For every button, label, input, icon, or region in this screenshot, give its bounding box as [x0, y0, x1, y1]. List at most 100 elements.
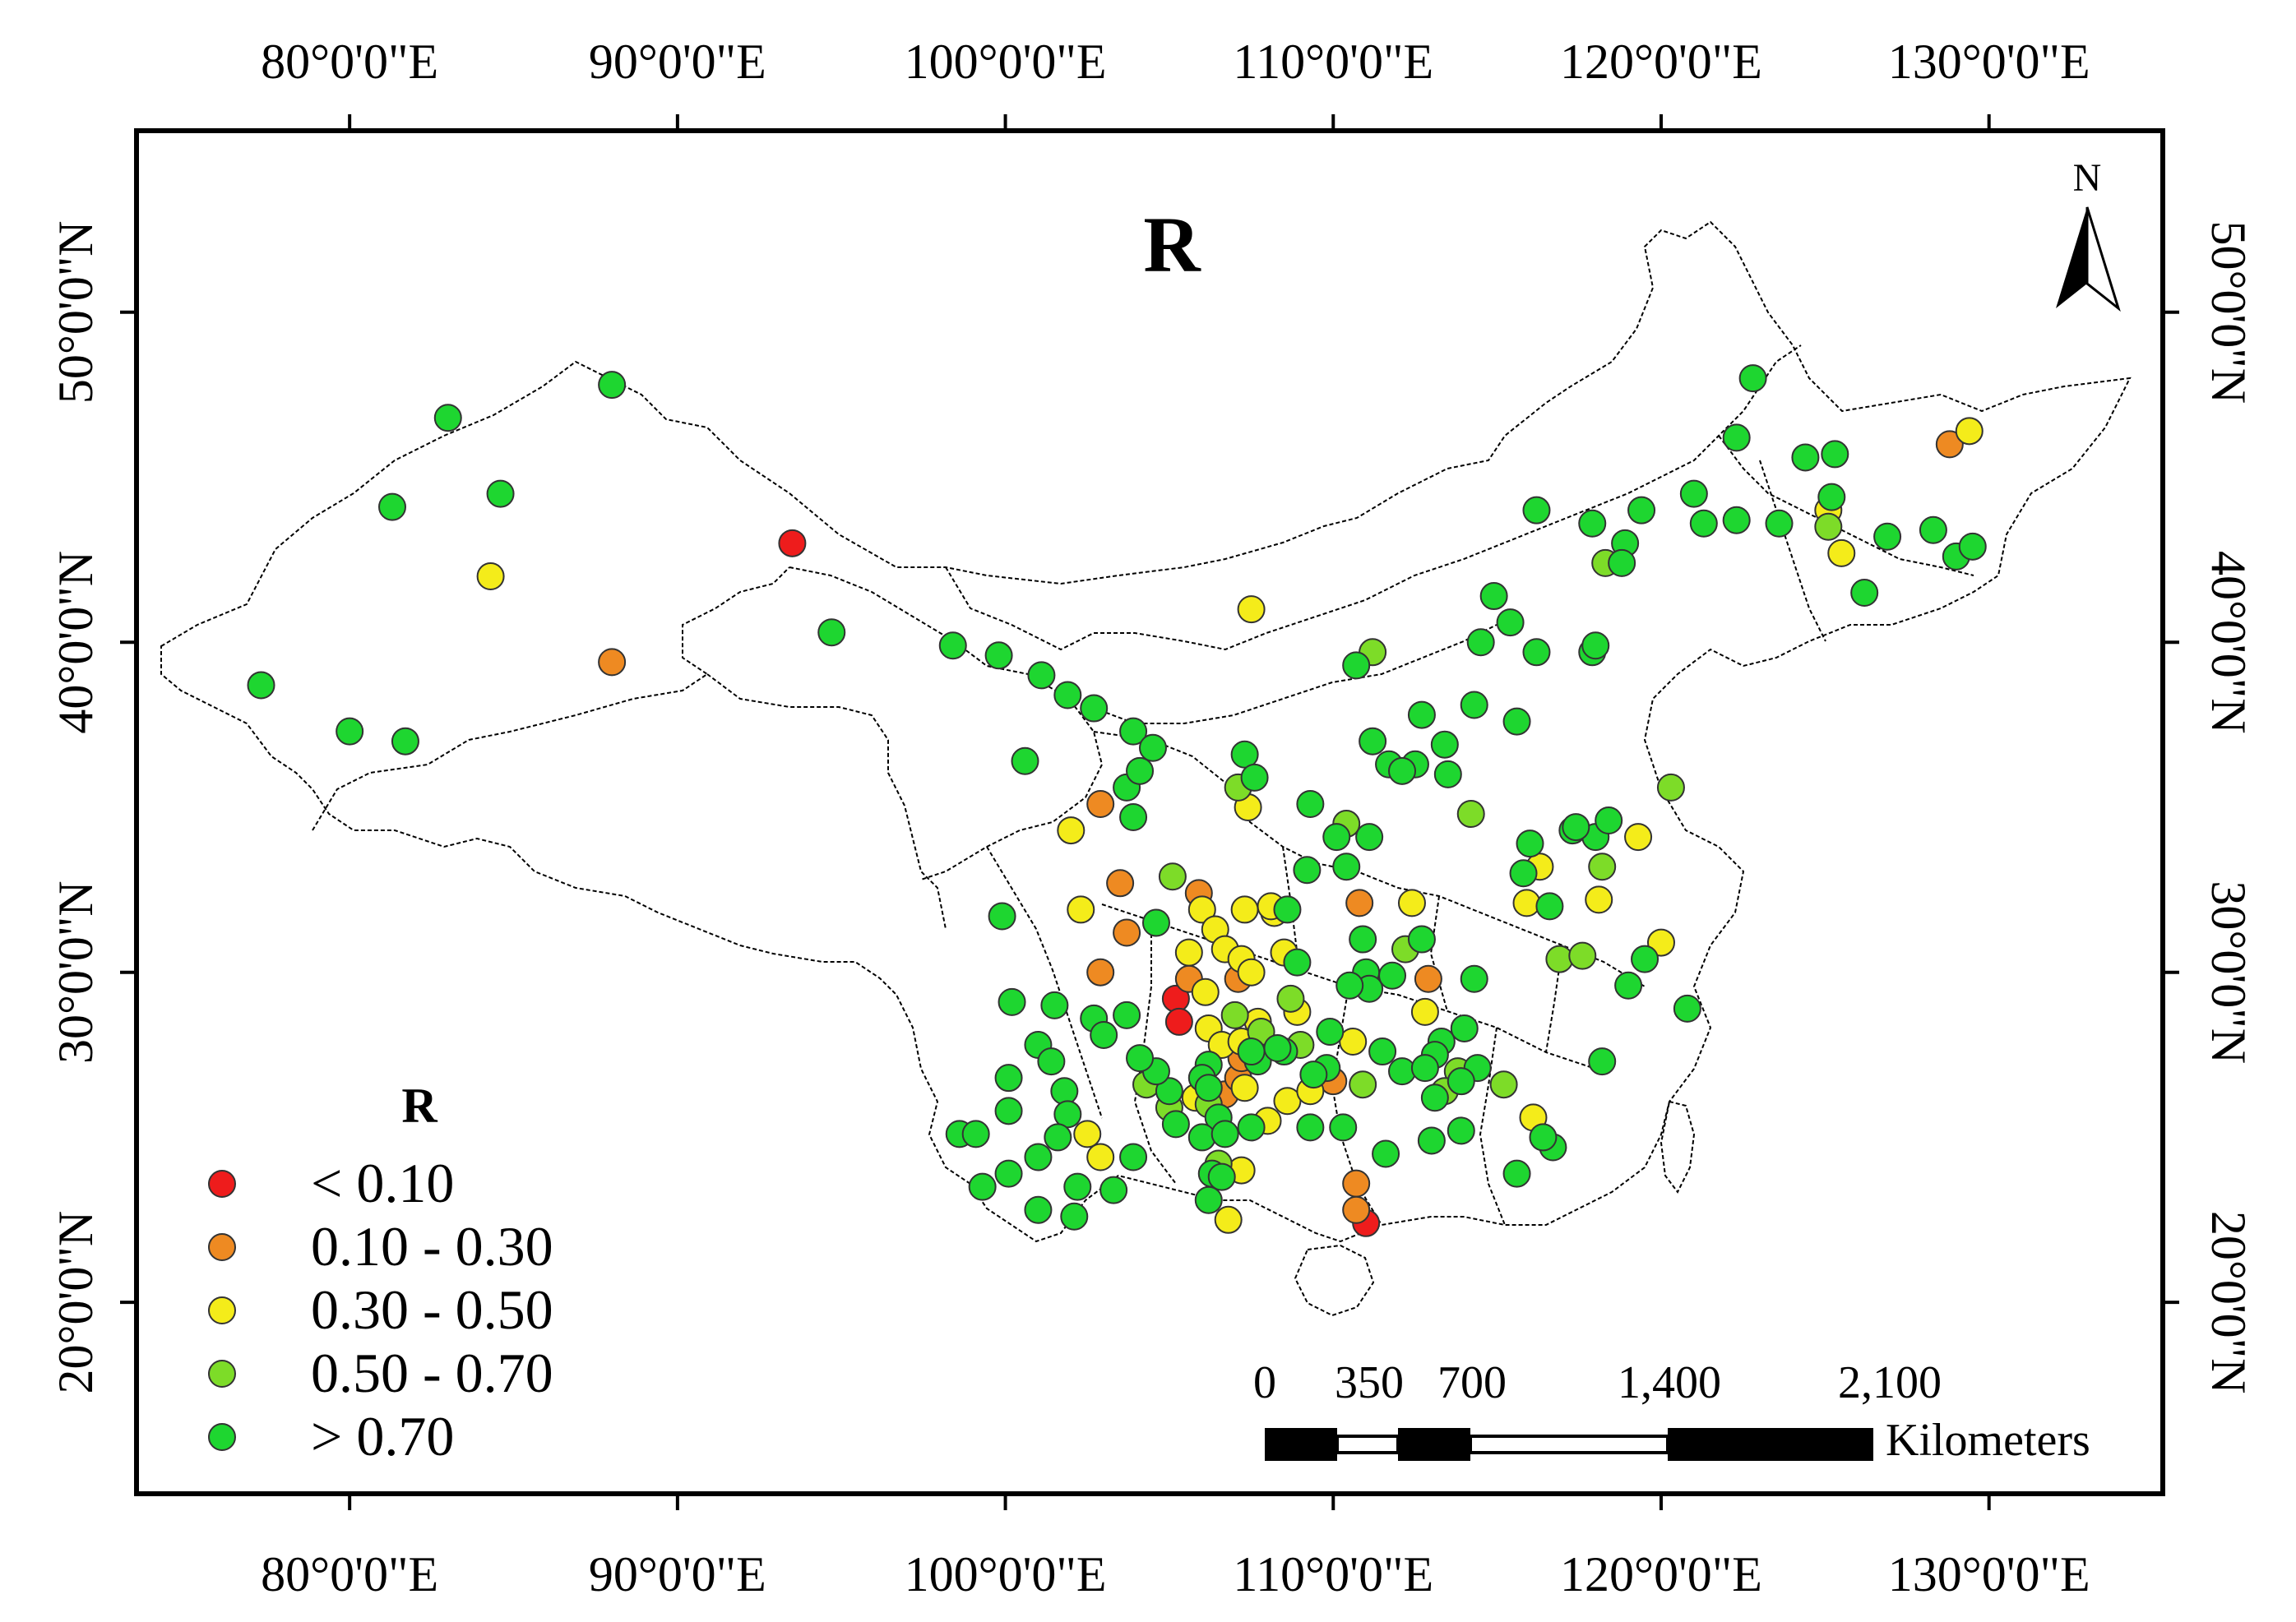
xinjiang-border [312, 566, 790, 831]
lon-tick-label: 130°0'0"E [1888, 35, 2090, 89]
station-point [1627, 496, 1656, 524]
station-point [1126, 1044, 1155, 1073]
station-point [1316, 1017, 1345, 1046]
station-point [1230, 740, 1259, 769]
lat-tick-label: 40°0'0"N [49, 551, 103, 734]
station-point [1086, 789, 1115, 818]
station-point [1335, 971, 1364, 1000]
station-point [1349, 1070, 1377, 1099]
station-point [336, 717, 364, 746]
hainan-outline [1294, 1244, 1375, 1317]
station-point [1955, 417, 1984, 446]
station-point [1502, 1159, 1531, 1188]
station-point [1210, 1120, 1239, 1148]
station-point [1155, 1077, 1183, 1106]
station-point [1456, 800, 1485, 829]
station-point [1342, 651, 1371, 680]
station-point [1164, 1007, 1193, 1036]
station-point [1388, 756, 1417, 785]
station-point [1299, 1061, 1328, 1089]
station-point [1349, 925, 1377, 954]
scale-bar-label: 1,400 [1618, 1357, 1721, 1408]
station-point [961, 1120, 990, 1148]
station-point [1502, 707, 1531, 736]
station-point [938, 631, 967, 660]
station-point [817, 618, 846, 647]
station-point [778, 529, 807, 557]
station-point [1372, 1139, 1400, 1168]
lon-tick-label: 130°0'0"E [1888, 1547, 2090, 1601]
lat-ticks-right: 20°0'0"N 30°0'0"N 40°0'0"N 50°0'0"N [2163, 220, 2256, 1393]
station-point [1447, 1116, 1475, 1145]
station-point [1673, 994, 1701, 1023]
legend-items: < 0.100.10 - 0.300.30 - 0.500.50 - 0.70>… [208, 1152, 553, 1467]
station-point [1827, 538, 1856, 567]
scale-bar-label: 700 [1437, 1357, 1507, 1408]
station-point [968, 1172, 997, 1201]
lon-tick-label: 100°0'0"E [905, 35, 1107, 89]
station-point [1027, 661, 1056, 690]
station-point [1522, 638, 1551, 667]
station-point [1588, 1047, 1617, 1076]
station-point [1512, 889, 1541, 917]
station-point [1060, 1202, 1089, 1231]
station-point [1237, 1037, 1266, 1066]
scale-bar-labels: 0 350 700 1,400 2,100 [1253, 1357, 1942, 1408]
station-point [1187, 1123, 1216, 1152]
station-point [1214, 1205, 1243, 1234]
station-point [1342, 1169, 1371, 1198]
station-point [1535, 892, 1564, 921]
station-point [1237, 595, 1266, 624]
map-title: R [1143, 201, 1201, 289]
station-point [1410, 1054, 1439, 1083]
station-point [1378, 961, 1407, 990]
legend-label: 0.30 - 0.50 [311, 1278, 553, 1341]
legend-swatch [208, 1360, 236, 1388]
legend-label: 0.50 - 0.70 [311, 1342, 553, 1404]
station-point [1355, 823, 1384, 852]
lon-tick-label: 90°0'0"E [589, 35, 766, 89]
legend-swatch [208, 1170, 236, 1198]
station-point [1053, 1100, 1082, 1129]
scale-bar-segment [1335, 1435, 1400, 1454]
station-point [1174, 938, 1203, 967]
station-point [1342, 1195, 1371, 1224]
station-point [1283, 948, 1312, 977]
station-point [1447, 1067, 1475, 1096]
lat-tick-label: 20°0'0"N [49, 1211, 103, 1394]
station-point [1631, 945, 1660, 973]
station-point [1067, 895, 1095, 924]
tibet-border [706, 673, 947, 930]
station-point [1397, 889, 1426, 917]
station-point [1332, 853, 1361, 881]
station-point [1595, 806, 1623, 835]
station-point [433, 404, 462, 432]
scale-bar: 0 350 700 1,400 2,100 Kilometers [1253, 1357, 2090, 1466]
station-point [1126, 756, 1155, 785]
scale-bar-label: 0 [1253, 1357, 1276, 1408]
station-point [1568, 941, 1597, 970]
station-point [1329, 1113, 1358, 1142]
north-arrow: N [2056, 156, 2121, 312]
lat-ticks-left: 20°0'0"N 30°0'0"N 40°0'0"N 50°0'0"N [49, 220, 137, 1393]
station-point [1545, 945, 1574, 973]
lon-ticks-top: 80°0'0"E 90°0'0"E 100°0'0"E 110°0'0"E 120°0'… [261, 35, 2090, 131]
station-point [1161, 1110, 1190, 1139]
lon-ticks-bottom: 80°0'0"E 90°0'0"E 100°0'0"E 110°0'0"E 120°0'… [261, 1494, 2090, 1601]
station-point [1656, 773, 1685, 802]
legend-swatch [208, 1423, 236, 1451]
station-point [988, 902, 1016, 931]
station-point [1138, 733, 1167, 762]
station-point [1090, 1020, 1118, 1049]
station-point [598, 371, 627, 400]
station-point [1919, 515, 1947, 544]
station-point [1191, 977, 1220, 1006]
station-point [984, 641, 1013, 670]
station-point [1430, 730, 1459, 759]
station-point [1113, 1000, 1141, 1029]
station-point [1194, 1185, 1223, 1214]
station-point [1119, 1143, 1148, 1171]
lon-tick-label: 90°0'0"E [589, 1547, 766, 1601]
legend-label: < 0.10 [311, 1152, 454, 1214]
